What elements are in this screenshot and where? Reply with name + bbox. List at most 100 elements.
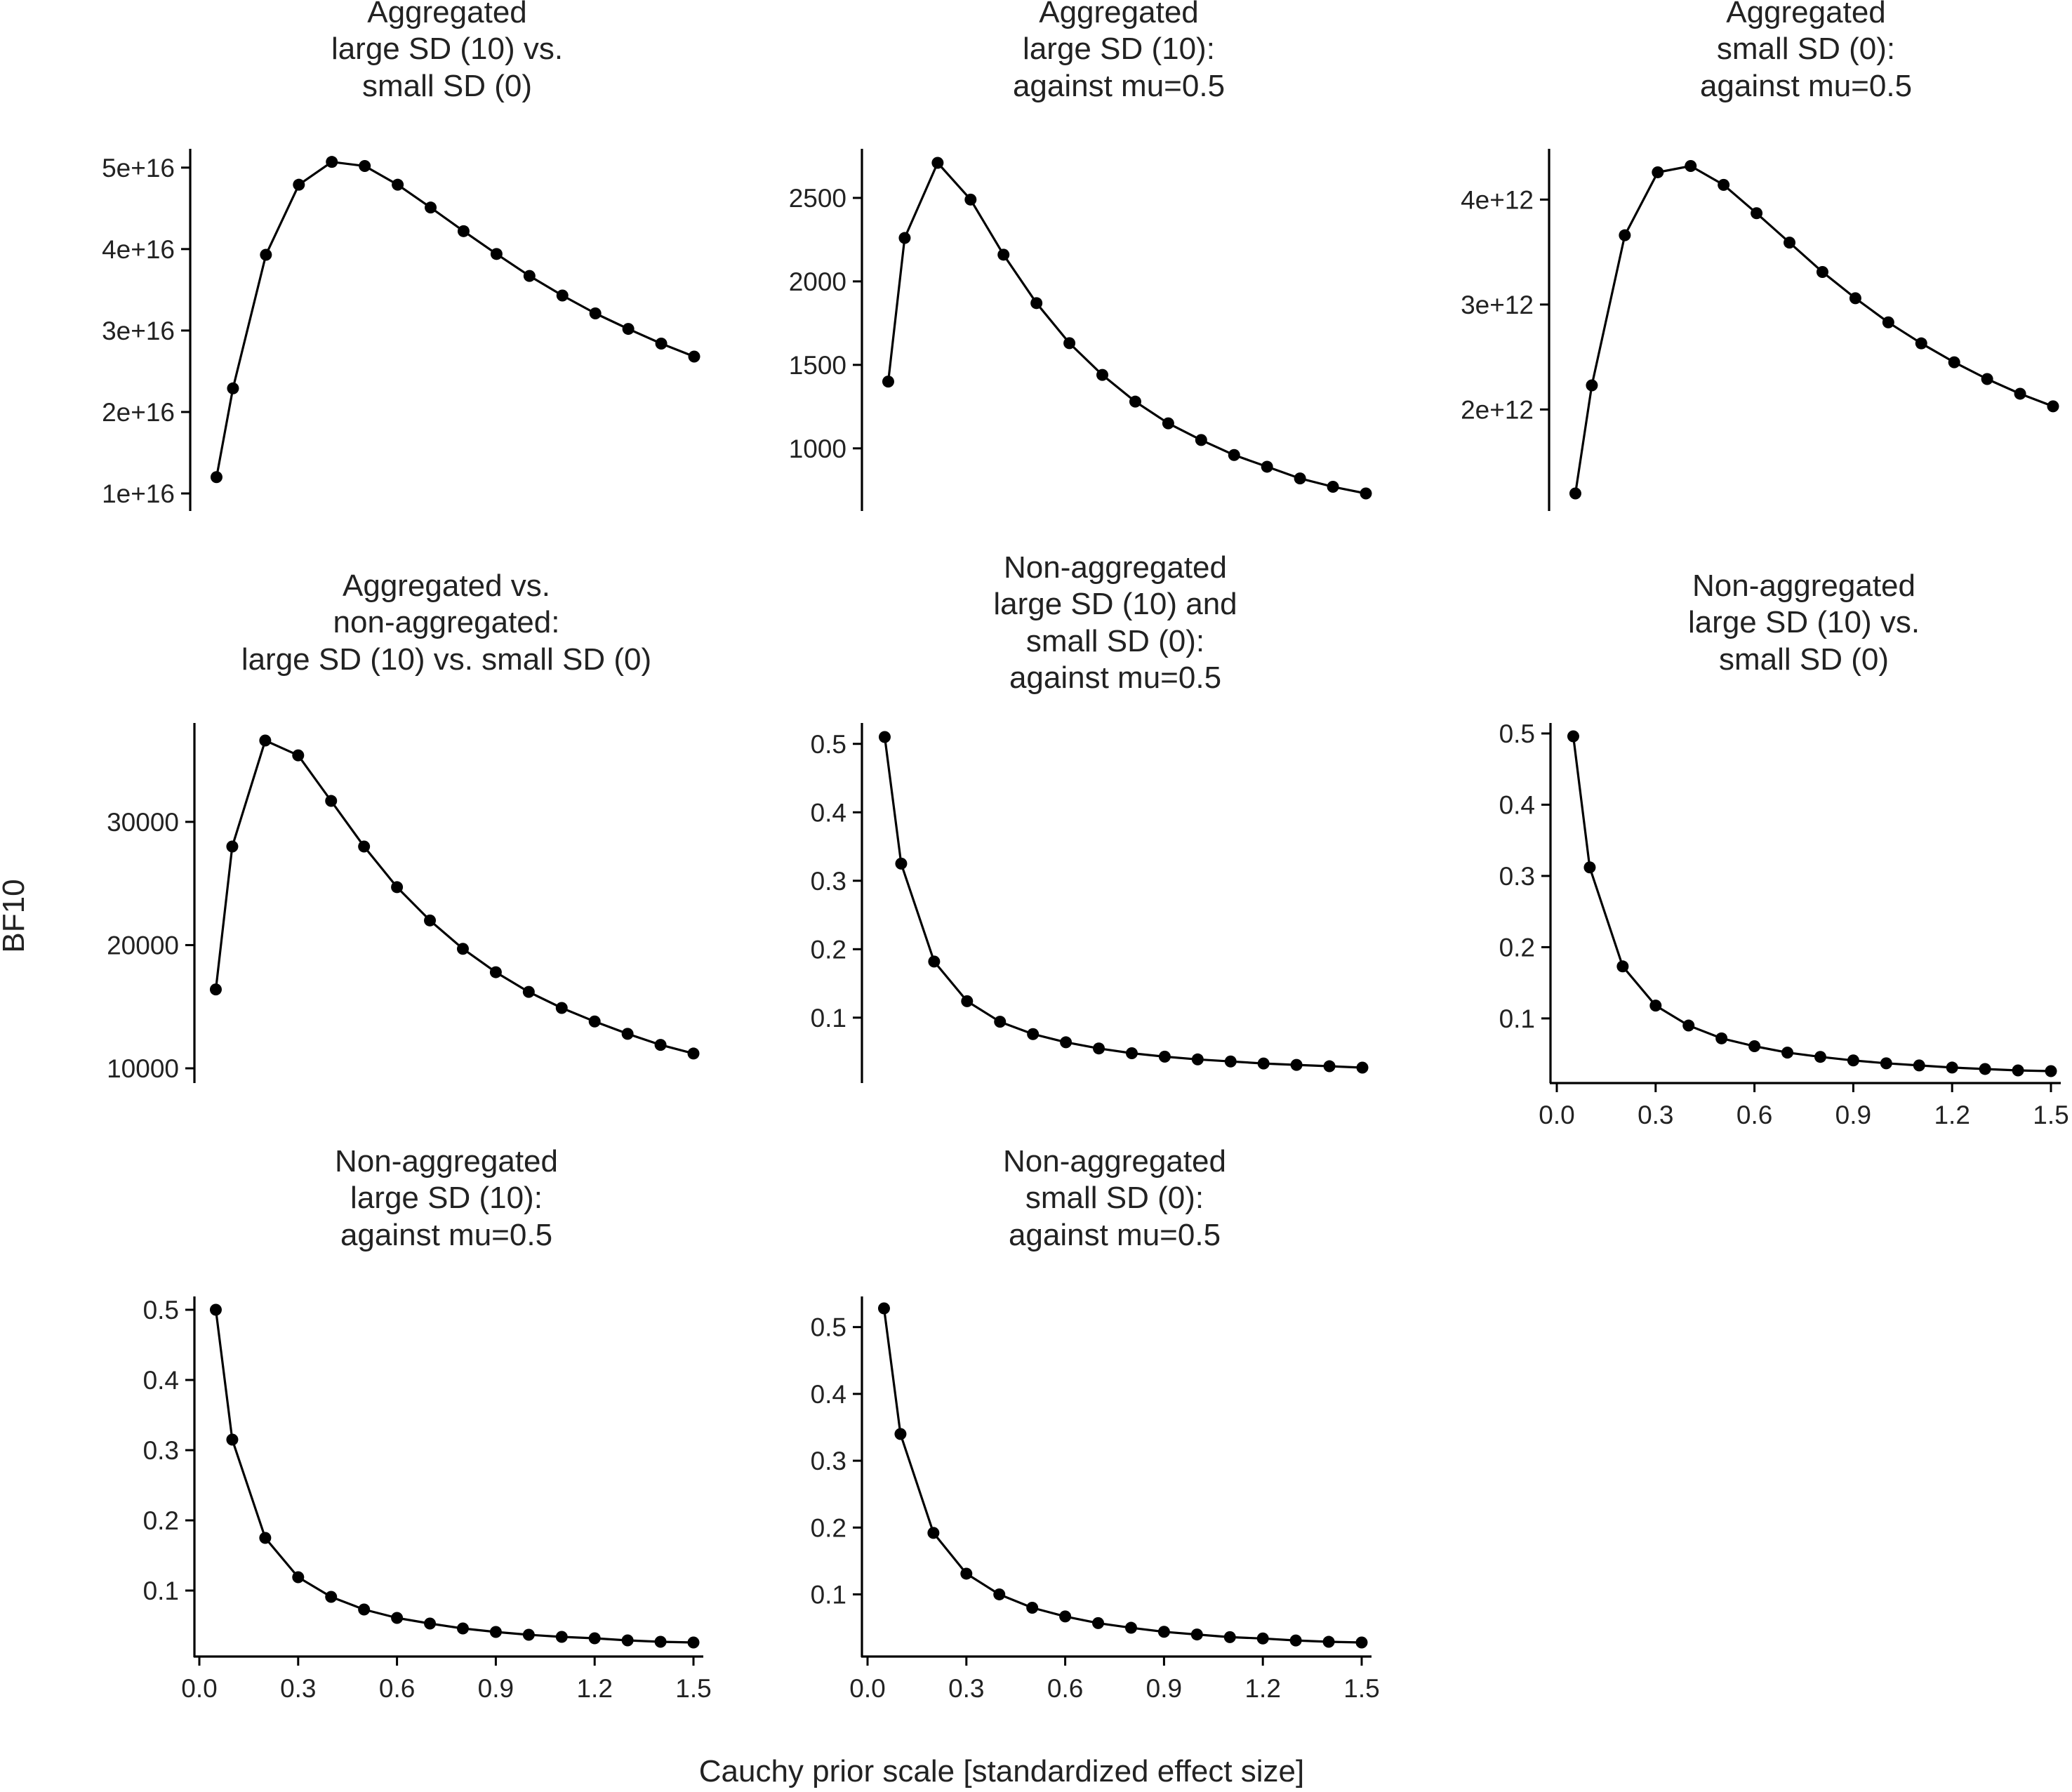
panel-4-data-point: [424, 914, 437, 927]
panel-3-data-point: [1718, 178, 1730, 191]
panel-8-data-point: [1026, 1601, 1039, 1614]
panel-2-data-point: [1195, 434, 1207, 446]
panel-5-series-line: [883, 736, 1363, 1069]
panel-1-data-point: [556, 289, 569, 302]
panel-2-data-point: [1063, 337, 1076, 350]
panel-5-data-point: [1290, 1058, 1303, 1071]
panel-6-y-tick-label: 0.4: [1499, 790, 1535, 819]
panel-1-data-point: [392, 178, 404, 191]
panel-4-y-tick-label: 30000: [107, 808, 179, 837]
panel-2-data-point: [1096, 369, 1109, 381]
panel-8-y-tick-label: 0.2: [811, 1513, 846, 1542]
panel-5-data-point: [961, 995, 974, 1007]
panel-2-data-point: [997, 248, 1010, 261]
panel-7-x-tick-label: 0.9: [478, 1674, 514, 1703]
panel-8-data-point: [894, 1428, 907, 1440]
panel-6-data-point: [1814, 1051, 1826, 1063]
panel-8-data-point: [1059, 1610, 1072, 1623]
panel-5-data-point: [1323, 1060, 1336, 1073]
panel-6-data-point: [1715, 1032, 1728, 1044]
panel-1-data-point: [655, 337, 668, 350]
panel-5-y-tick-label: 0.3: [811, 867, 846, 896]
panel-5-data-point: [1060, 1036, 1072, 1049]
panel-8-data-point: [1157, 1626, 1170, 1638]
panel-8-x-tick-label: 1.2: [1244, 1674, 1280, 1703]
panel-8-data-point: [1322, 1635, 1335, 1648]
panel-6-title-line: Non-aggregated: [1692, 569, 1915, 603]
panel-8-data-point: [1223, 1631, 1236, 1643]
panel-4-data-point: [654, 1039, 667, 1051]
panel-8-y-tick-label: 0.4: [811, 1380, 846, 1409]
panel-6-data-point: [1847, 1054, 1859, 1067]
panel-5-data-point: [994, 1016, 1007, 1028]
panel-2-title-line: large SD (10):: [1023, 32, 1215, 66]
panel-3-y-tick-label: 2e+12: [1461, 395, 1534, 424]
panel-5-y-tick-label: 0.5: [811, 730, 846, 759]
panel-4-data-point: [358, 840, 371, 853]
panel-8-x-tick-label: 0.0: [849, 1674, 885, 1703]
panel-2-data-point: [898, 232, 911, 244]
panel-8-y-tick-label: 0.3: [811, 1447, 846, 1475]
panel-5-y-tick-label: 0.1: [811, 1004, 846, 1033]
panel-4-data-point: [555, 1002, 568, 1014]
panel-6-series-line: [1572, 736, 2052, 1073]
panel-1-y-tick-label: 3e+16: [102, 317, 175, 345]
panel-6-data-point: [1880, 1057, 1892, 1070]
panel-2-title-line: Aggregated: [1039, 0, 1199, 29]
panel-8-data-point: [877, 1302, 890, 1315]
panel-5-data-point: [1191, 1053, 1204, 1066]
panel-8-data-point: [993, 1588, 1006, 1600]
panel-7-data-point: [424, 1617, 437, 1630]
panel-3-title-line: Aggregated: [1726, 0, 1886, 29]
panel-6-data-point: [1567, 730, 1579, 743]
panel-6-data-point: [2045, 1065, 2057, 1077]
panel-8-title-line: Non-aggregated: [1003, 1144, 1226, 1179]
panel-8-data-point: [1124, 1621, 1137, 1634]
panel-4-title-line: non-aggregated:: [333, 605, 560, 639]
panel-7-data-point: [259, 1532, 272, 1544]
panel-1-data-point: [359, 159, 371, 172]
panel-5-data-point: [1093, 1042, 1105, 1055]
panel-1-data-point: [425, 201, 437, 214]
panel-3-data-point: [1652, 166, 1664, 178]
panel-2-data-point: [1129, 395, 1141, 408]
panel-5-data-point: [1158, 1050, 1171, 1063]
panel-3-data-point: [2047, 400, 2059, 413]
panel-3-data-point: [1619, 229, 1631, 241]
panel-4-data-point: [489, 966, 502, 978]
panel-5-data-point: [878, 731, 891, 743]
panel-8-data-point: [1256, 1632, 1269, 1645]
panel-6-x-tick-label: 0.0: [1539, 1101, 1574, 1129]
panel-7-y-tick-label: 0.2: [143, 1506, 179, 1535]
panel-7-y-tick-label: 0.1: [143, 1577, 179, 1605]
panel-8-series-line: [882, 1308, 1362, 1644]
panel-1-data-point: [589, 307, 602, 320]
panel-4-data-point: [621, 1028, 634, 1040]
panel-6-y-tick-label: 0.2: [1499, 933, 1535, 962]
panel-1-data-point: [523, 270, 536, 282]
panel-7-y-tick-label: 0.3: [143, 1436, 179, 1465]
panel-7-data-point: [687, 1636, 700, 1649]
panel-3-data-point: [1685, 159, 1697, 172]
y-axis-title: BF10: [0, 879, 31, 953]
panel-8-x-tick-label: 0.3: [948, 1674, 984, 1703]
panel-1-data-point: [326, 156, 338, 168]
panel-7-data-point: [588, 1632, 601, 1645]
panel-7-x-tick-label: 0.3: [280, 1674, 316, 1703]
panel-3-title-line: against mu=0.5: [1700, 69, 1912, 103]
panel-2-data-point: [1360, 487, 1372, 500]
panel-6-data-point: [1979, 1063, 1991, 1075]
panel-4-data-point: [687, 1047, 700, 1060]
panel-6-y-tick-label: 0.3: [1499, 862, 1535, 891]
panel-2-data-point: [1228, 449, 1240, 461]
panel-7-data-point: [456, 1622, 469, 1635]
panel-3-data-point: [1915, 337, 1927, 350]
panel-7-data-point: [391, 1612, 404, 1624]
panel-5-y-tick-label: 0.4: [811, 798, 846, 827]
panel-3-data-point: [1882, 316, 1894, 328]
panel-8-data-point: [1289, 1634, 1302, 1647]
panel-1-data-point: [227, 382, 239, 394]
panel-3-data-point: [1981, 373, 1993, 385]
panel-5-title-line: Non-aggregated: [1004, 550, 1227, 585]
panel-6-x-tick-label: 0.6: [1736, 1101, 1772, 1129]
